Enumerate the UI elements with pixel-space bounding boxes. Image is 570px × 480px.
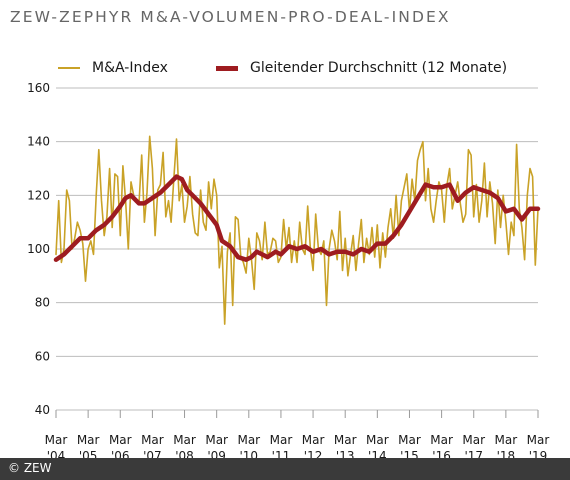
x-tick-label-year: '14	[368, 449, 387, 458]
series-line-m-a-index	[55, 135, 539, 325]
legend-swatch-moving-average	[216, 65, 238, 71]
y-tick-label: 120	[27, 188, 50, 202]
legend-label-moving-average: Gleitender Durchschnitt (12 Monate)	[250, 60, 508, 76]
y-tick-label: 60	[35, 349, 50, 363]
x-tick-label-month: Mar	[462, 433, 485, 447]
y-tick-label: 80	[35, 296, 50, 310]
x-tick-label-year: '06	[111, 449, 130, 458]
x-tick-label-month: Mar	[141, 433, 164, 447]
x-tick-label-month: Mar	[366, 433, 389, 447]
x-tick-label-year: '05	[79, 449, 98, 458]
x-tick-label-year: '11	[272, 449, 291, 458]
legend-swatch-index	[58, 67, 80, 69]
x-tick-label-month: Mar	[302, 433, 325, 447]
x-tick-label-month: Mar	[398, 433, 421, 447]
x-tick-label-month: Mar	[205, 433, 228, 447]
x-tick-label-month: Mar	[109, 433, 132, 447]
x-tick-label-month: Mar	[495, 433, 518, 447]
x-tick-label-month: Mar	[270, 433, 293, 447]
legend-item-index: M&A-Index	[58, 60, 168, 76]
copyright-text: © ZEW	[8, 461, 52, 475]
x-tick-label-year: '13	[336, 449, 355, 458]
y-tick-label: 100	[27, 242, 50, 256]
x-tick-label-year: '07	[143, 449, 162, 458]
x-tick-label-year: '16	[432, 449, 451, 458]
x-tick-label-year: '09	[207, 449, 226, 458]
y-tick-label: 160	[27, 81, 50, 95]
legend-item-moving-average: Gleitender Durchschnitt (12 Monate)	[216, 60, 507, 76]
copyright-footer: © ZEW	[0, 458, 570, 480]
x-tick-label-year: '08	[175, 449, 194, 458]
x-tick-label-year: '17	[464, 449, 483, 458]
x-tick-label-year: '15	[400, 449, 419, 458]
x-tick-label-year: '10	[240, 449, 259, 458]
x-tick-label-year: '19	[529, 449, 548, 458]
grid-lines	[56, 87, 538, 411]
chart-title: ZEW-ZEPHYR M&A-VOLUMEN-PRO-DEAL-INDEX	[10, 8, 451, 26]
x-tick-label-month: Mar	[45, 433, 68, 447]
x-tick-label-month: Mar	[527, 433, 550, 447]
x-tick-label-month: Mar	[334, 433, 357, 447]
x-tick-label-month: Mar	[237, 433, 260, 447]
x-tick-label-month: Mar	[173, 433, 196, 447]
y-tick-label: 140	[27, 135, 50, 149]
x-tick-label-year: '12	[304, 449, 323, 458]
x-tick-label-year: '18	[497, 449, 516, 458]
y-tick-label: 40	[35, 403, 50, 417]
x-tick-label-month: Mar	[430, 433, 453, 447]
x-tick-label-month: Mar	[77, 433, 100, 447]
legend-label-index: M&A-Index	[92, 60, 168, 76]
x-tick-label-year: '04	[47, 449, 66, 458]
series-line-moving-average	[53, 174, 541, 262]
series-lines	[53, 135, 541, 325]
y-tick-labels: 40 60 80 100 120 140 160	[27, 81, 50, 417]
x-tick-labels: Mar '04 Mar '05 Mar '06 Mar '07 Mar '08 Mar '09 Mar '…	[45, 410, 550, 458]
